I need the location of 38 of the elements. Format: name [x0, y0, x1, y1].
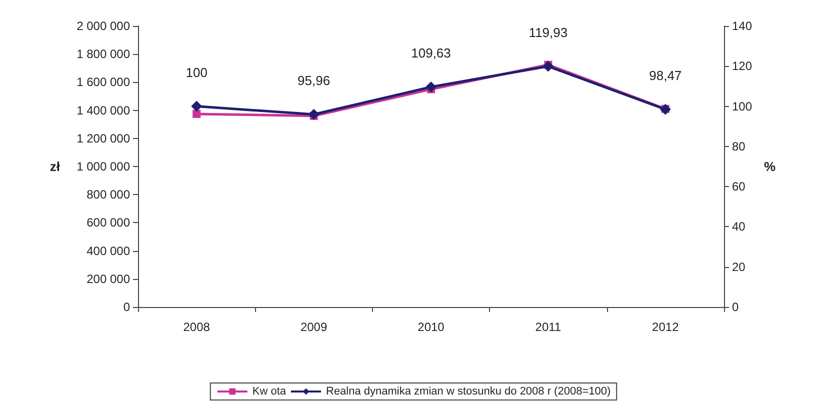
point [308, 108, 320, 120]
legend-label: Realna dynamika zmian w stosunku do 2008 r (2008=100) [326, 386, 611, 398]
data-label: 95,96 [298, 72, 330, 88]
point [426, 81, 436, 92]
y-tick-label: 200 000 [86, 272, 130, 286]
point [191, 100, 202, 112]
x-tick-label: 2012 [652, 320, 680, 334]
y-tick-label: 800 000 [86, 188, 130, 202]
point [192, 110, 201, 118]
data-label: 98,47 [649, 68, 682, 83]
data-label: 109,63 [411, 45, 451, 60]
y-tick-label: 1 400 000 [76, 103, 130, 118]
y-tick-label: 2 000 000 [76, 19, 130, 33]
data-label: 119,93 [528, 24, 568, 40]
y2-tick-label: 40 [732, 220, 746, 234]
x-tick-label: 2009 [300, 320, 328, 334]
y-tick-label: 1 200 000 [76, 131, 130, 146]
y-tick-label: 0 [123, 300, 130, 314]
y2-tick-label: 100 [732, 99, 752, 114]
x-tick-label: 2008 [183, 320, 210, 334]
y-tick-label: 600 000 [86, 216, 130, 230]
y2-tick-label: 20 [732, 260, 746, 274]
y-tick-label: 1 600 000 [76, 75, 130, 90]
y2-tick-label: 120 [732, 59, 752, 74]
data-label: 100 [186, 64, 208, 80]
y-tick-label: 1 800 000 [76, 47, 130, 62]
y2-tick-label: 80 [732, 139, 746, 154]
y2-tick-label: 140 [732, 19, 752, 33]
y-axis-title: zł [50, 159, 60, 174]
y2-axis-title: % [764, 159, 776, 174]
y-tick-label: 1 000 000 [76, 160, 130, 174]
point [542, 60, 554, 72]
legend-label: Kw ota [252, 386, 287, 398]
y2-tick-label: 0 [732, 300, 739, 314]
y-tick-label: 400 000 [86, 244, 130, 258]
x-tick-label: 2010 [418, 320, 445, 334]
y2-tick-label: 60 [732, 180, 746, 194]
x-tick-label: 2011 [535, 320, 562, 334]
